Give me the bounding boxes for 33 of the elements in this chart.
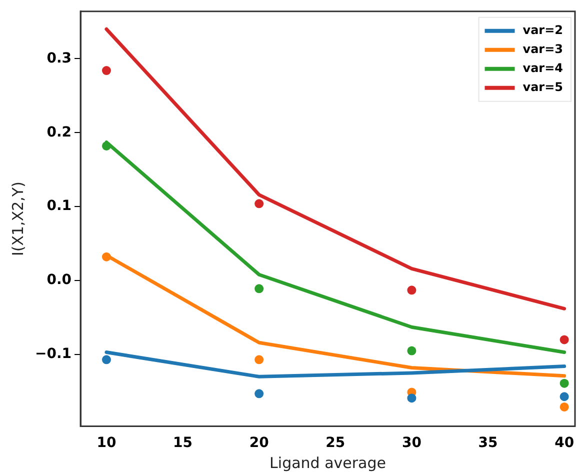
legend-label: var=5 (522, 80, 564, 94)
legend-label: var=2 (522, 23, 564, 38)
x-tick-label: 30 (402, 435, 422, 452)
x-tick-label: 35 (478, 435, 498, 452)
point (407, 394, 416, 403)
y-axis-title: I(X1,X2,Y) (8, 182, 27, 256)
point (102, 252, 111, 262)
x-tick-label: 25 (326, 435, 346, 452)
x-tick-label: 40 (554, 435, 574, 452)
point (102, 141, 111, 150)
point (102, 355, 111, 364)
legend-label: var=4 (522, 61, 564, 76)
legend-label: var=3 (522, 42, 564, 56)
point (407, 346, 416, 356)
point (254, 355, 264, 364)
y-tick-label: −0.1 (35, 346, 72, 362)
y-tick-label: 0.2 (46, 124, 72, 140)
y-tick-label: 0.3 (46, 50, 72, 66)
point (407, 286, 416, 295)
point (102, 66, 111, 76)
point (254, 284, 264, 294)
x-tick-label: 15 (173, 435, 193, 452)
y-tick-label: 0.1 (46, 198, 72, 214)
point (560, 378, 569, 388)
y-tick-label: 0.0 (46, 272, 72, 288)
x-tick-label: 20 (249, 435, 270, 452)
x-tick-label: 10 (96, 435, 116, 452)
point (560, 392, 569, 402)
point (560, 335, 569, 344)
x-axis-title: Ligand average (270, 454, 386, 472)
point (254, 389, 264, 398)
point (254, 199, 264, 208)
point (560, 402, 569, 412)
